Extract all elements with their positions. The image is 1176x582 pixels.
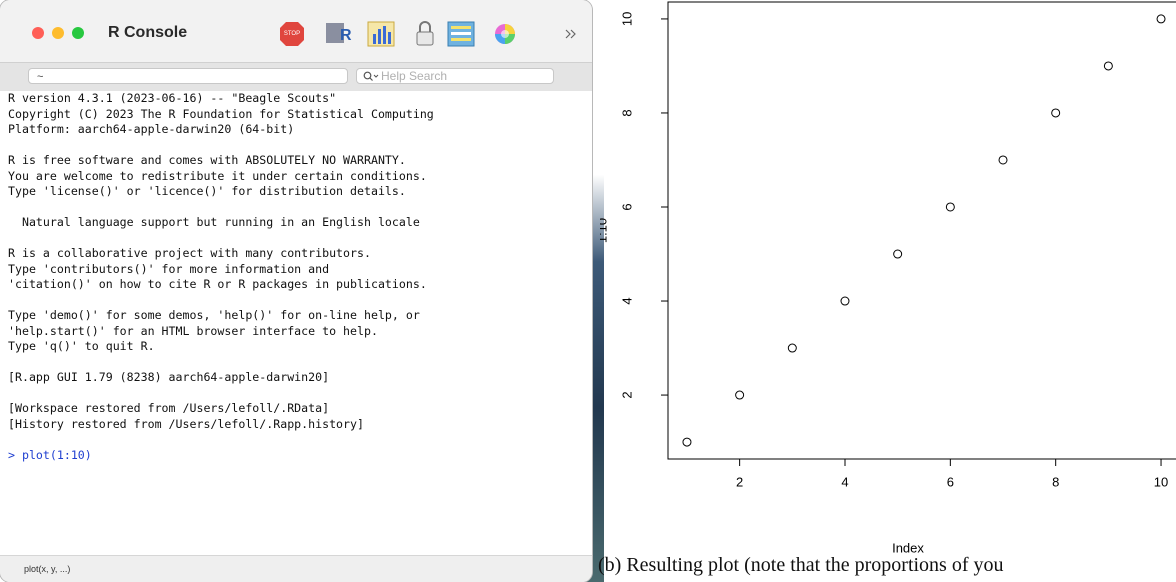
output-paragraph: Natural language support but running in … [8, 215, 434, 231]
svg-text:STOP: STOP [284, 31, 300, 37]
output-line: You are welcome to redistribute it under… [8, 169, 434, 185]
y-axis-label: 1:10 [600, 218, 610, 243]
output-line: 'citation()' on how to cite R or R packa… [8, 277, 434, 293]
output-line: [R.app GUI 1.79 (8238) aarch64-apple-dar… [8, 370, 434, 386]
y-tick-label: 10 [619, 12, 634, 26]
x-tick-label: 6 [947, 474, 954, 489]
y-tick-label: 2 [619, 391, 634, 398]
r-console-window: STOP R R Console ~ Help Search R version… [0, 0, 592, 582]
output-paragraph: [Workspace restored from /Users/lefoll/.… [8, 401, 434, 432]
output-line: Natural language support but running in … [8, 215, 434, 231]
point [1157, 15, 1165, 23]
status-text: plot(x, y, ...) [24, 564, 70, 574]
point [894, 250, 902, 258]
status-bar: plot(x, y, ...) [0, 555, 592, 582]
output-paragraph: R is a collaborative project with many c… [8, 246, 434, 293]
lock-button[interactable] [417, 22, 433, 45]
point [1104, 62, 1112, 70]
point [946, 203, 954, 211]
y-tick-label: 6 [619, 203, 634, 210]
help-search-field[interactable]: Help Search [356, 68, 554, 84]
x-tick-label: 4 [841, 474, 848, 489]
point [736, 391, 744, 399]
command-line: > plot(1:10) [8, 448, 434, 464]
point [1052, 109, 1060, 117]
page: STOP R R Console ~ Help Search R version… [0, 0, 1176, 582]
output-text: R version 4.3.1 (2023-06-16) -- "Beagle … [8, 91, 434, 463]
output-line: [History restored from /Users/lefoll/.Ra… [8, 417, 434, 433]
svg-text:R: R [340, 27, 352, 44]
zoom-button[interactable] [72, 27, 84, 39]
minimize-button[interactable] [52, 27, 64, 39]
point [683, 438, 691, 446]
title-bar: STOP R R Console [0, 0, 592, 62]
output-line: Platform: aarch64-apple-darwin20 (64-bit… [8, 122, 434, 138]
stop-button[interactable]: STOP [280, 22, 304, 46]
color-button[interactable] [495, 24, 515, 44]
path-bar: ~ Help Search [0, 62, 592, 92]
output-paragraph: [R.app GUI 1.79 (8238) aarch64-apple-dar… [8, 370, 434, 386]
search-placeholder: Help Search [381, 69, 447, 83]
overflow-chevron[interactable] [566, 30, 575, 38]
y-tick-label: 8 [619, 109, 634, 116]
x-tick-label: 10 [1154, 474, 1168, 489]
plot-box [668, 2, 1176, 459]
working-directory-field[interactable]: ~ [28, 68, 348, 84]
search-icon [363, 71, 379, 82]
window-title: R Console [108, 24, 187, 42]
output-line: R is free software and comes with ABSOLU… [8, 153, 434, 169]
quartz-button[interactable] [368, 22, 394, 46]
output-line: Type 'demo()' for some demos, 'help()' f… [8, 308, 434, 324]
output-line: R version 4.3.1 (2023-06-16) -- "Beagle … [8, 91, 434, 107]
x-tick-label: 8 [1052, 474, 1059, 489]
point [841, 297, 849, 305]
close-button[interactable] [32, 27, 44, 39]
output-paragraph: R version 4.3.1 (2023-06-16) -- "Beagle … [8, 91, 434, 138]
output-line: 'help.start()' for an HTML browser inter… [8, 324, 434, 340]
output-paragraph: R is free software and comes with ABSOLU… [8, 153, 434, 200]
figure-caption: (b) Resulting plot (note that the propor… [598, 554, 1004, 577]
output-line: Type 'contributors()' for more informati… [8, 262, 434, 278]
history-button[interactable] [448, 22, 474, 46]
output-line: Copyright (C) 2023 The R Foundation for … [8, 107, 434, 123]
point [788, 344, 796, 352]
point [999, 156, 1007, 164]
output-line: Type 'license()' or 'licence()' for dist… [8, 184, 434, 200]
output-line: R is a collaborative project with many c… [8, 246, 434, 262]
output-paragraph: Type 'demo()' for some demos, 'help()' f… [8, 308, 434, 355]
source-button[interactable]: R [326, 23, 352, 44]
x-tick-label: 2 [736, 474, 743, 489]
y-tick-label: 4 [619, 297, 634, 304]
toolbar-icons: STOP R [0, 0, 592, 62]
console-output[interactable]: R version 4.3.1 (2023-06-16) -- "Beagle … [0, 91, 592, 555]
output-line: [Workspace restored from /Users/lefoll/.… [8, 401, 434, 417]
output-line: Type 'q()' to quit R. [8, 339, 434, 355]
